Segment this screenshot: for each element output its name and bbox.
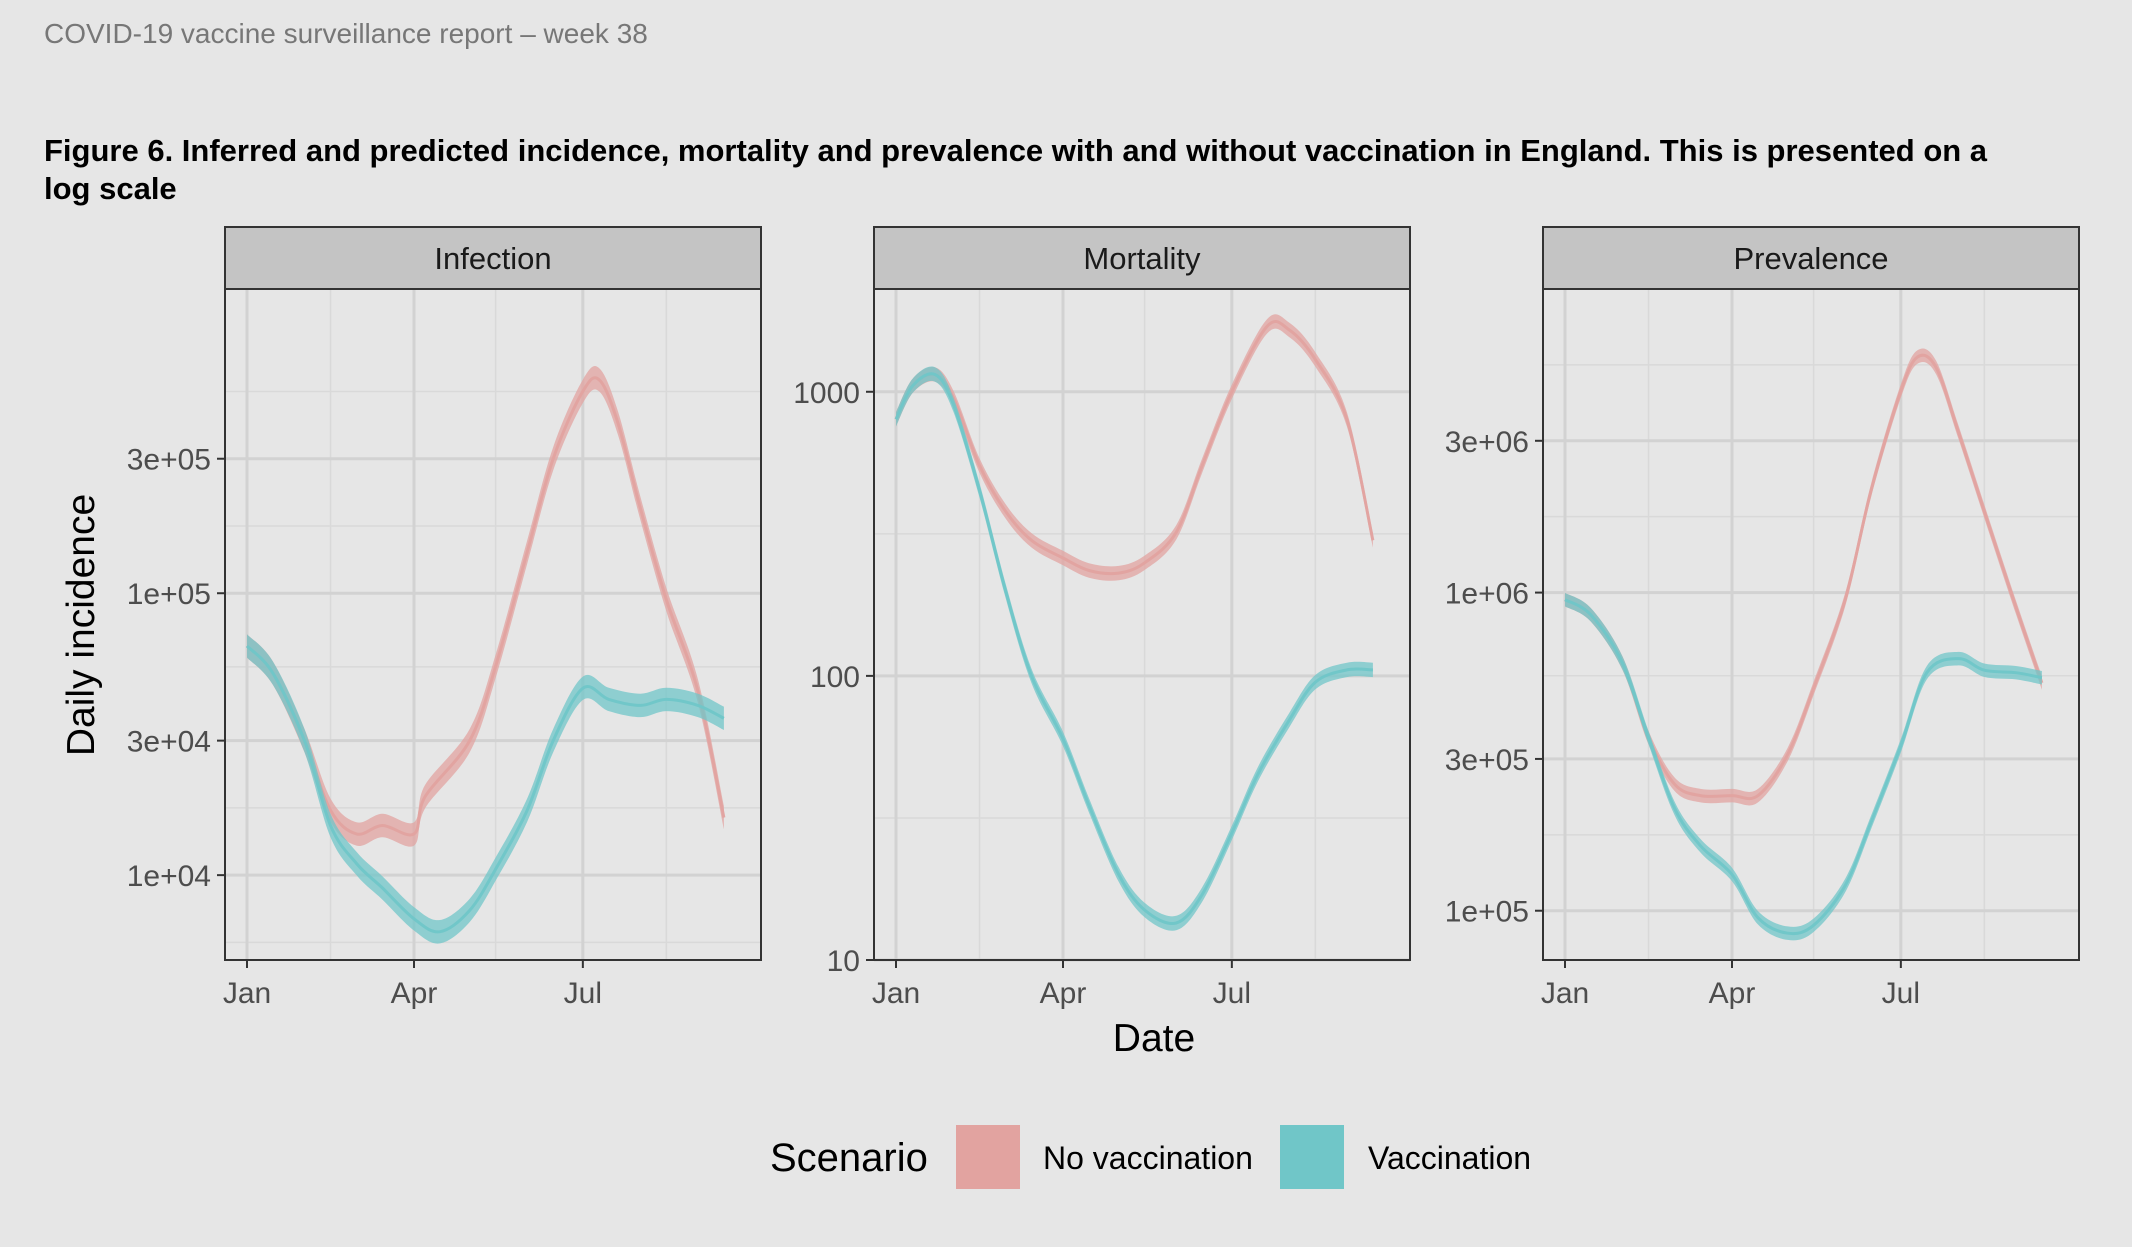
infection-tick-label-y: 3e+04	[127, 726, 211, 759]
legend-label-vaccination: Vaccination	[1368, 1140, 1531, 1176]
infection-tick-label-y: 3e+05	[127, 444, 211, 477]
infection-tick-label-y: 1e+05	[127, 578, 211, 611]
infection-panel-background	[225, 289, 761, 960]
prevalence-vaccination-line	[1564, 598, 2043, 936]
prevalence-strip-title: Prevalence	[1733, 241, 1888, 276]
infection-tick-label-x: Jan	[223, 977, 271, 1010]
report-header: COVID-19 vaccine surveillance report – w…	[44, 18, 648, 49]
legend-title: Scenario	[770, 1136, 928, 1180]
prevalence-tick-label-x: Jul	[1882, 977, 1920, 1010]
mortality-tick-label-y: 1000	[793, 377, 860, 410]
infection-tick-label-x: Jul	[564, 977, 602, 1010]
mortality-panel-background	[874, 289, 1410, 960]
mortality-strip	[873, 226, 1411, 290]
y-axis-title: Daily incidence	[60, 494, 103, 756]
mortality-tick-label-x: Jan	[872, 977, 920, 1010]
mortality-no-vaccination-line	[894, 320, 1375, 576]
mortality-tick-label-y: 10	[827, 945, 860, 978]
infection-tick-label-x: Apr	[391, 977, 438, 1010]
mortality-tick-label-x: Apr	[1040, 977, 1087, 1010]
infection-strip	[224, 226, 762, 290]
infection-vaccination-line	[245, 644, 725, 934]
legend-key-vaccination	[1280, 1125, 1344, 1189]
infection-no-vaccination-line	[245, 376, 726, 837]
infection-tick-label-y: 1e+04	[127, 860, 211, 893]
prevalence-tick-label-y: 1e+05	[1445, 896, 1529, 929]
prevalence-tick-label-y: 3e+06	[1445, 426, 1529, 459]
infection-vaccination-ribbon	[247, 634, 724, 944]
prevalence-tick-label-x: Jan	[1541, 977, 1589, 1010]
prevalence-tick-label-y: 3e+05	[1445, 744, 1529, 777]
prevalence-tick-label-x: Apr	[1709, 977, 1756, 1010]
prevalence-strip	[1542, 226, 2080, 290]
mortality-vaccination-ribbon	[896, 366, 1373, 931]
figure-caption: Figure 6. Inferred and predicted inciden…	[44, 133, 1988, 206]
mortality-tick-label-y: 100	[810, 661, 860, 694]
x-axis-title: Date	[1113, 1017, 1195, 1060]
infection-strip-title: Infection	[434, 241, 551, 276]
prevalence-tick-label-y: 1e+06	[1445, 578, 1529, 611]
mortality-vaccination-line	[894, 372, 1373, 925]
mortality-strip-title: Mortality	[1083, 241, 1201, 276]
legend-label-no-vaccination: No vaccination	[1043, 1140, 1253, 1176]
prevalence-panel-background	[1543, 289, 2079, 960]
legend-key-no-vaccination	[956, 1125, 1020, 1189]
mortality-tick-label-x: Jul	[1213, 977, 1251, 1010]
